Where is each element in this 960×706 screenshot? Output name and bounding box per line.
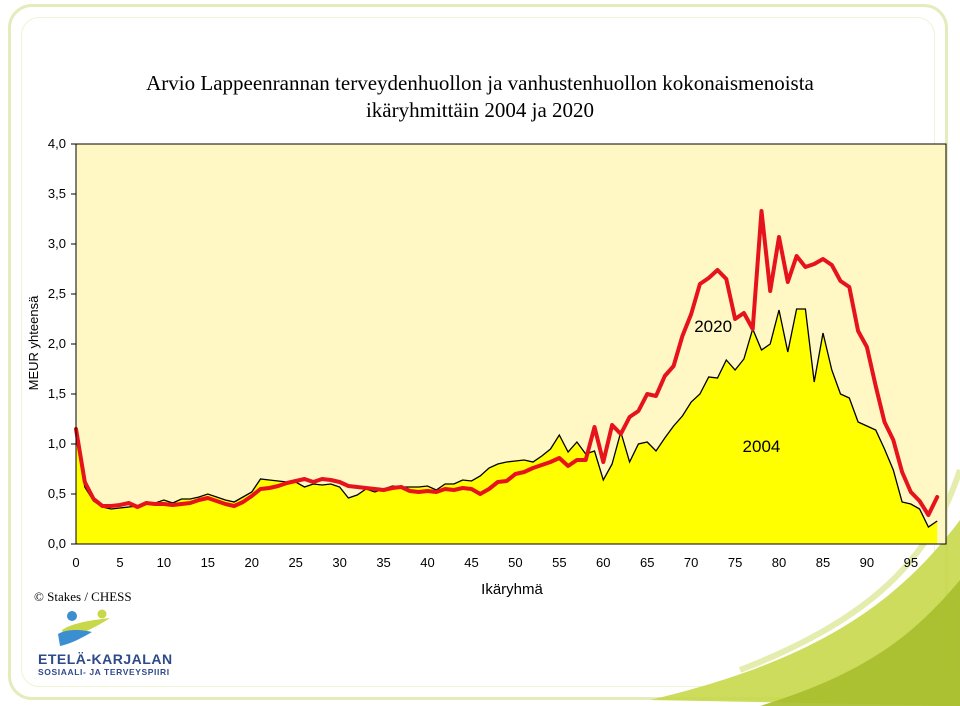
series-2004-line — [75, 308, 938, 528]
y-tick-label: 3,5 — [48, 186, 66, 201]
x-tick-label: 60 — [596, 555, 610, 570]
y-tick-label: 2,5 — [48, 286, 66, 301]
x-tick-label: 75 — [728, 555, 742, 570]
x-tick-label: 85 — [816, 555, 830, 570]
x-tick-label: 0 — [72, 555, 79, 570]
annotation-2020: 2020 — [694, 317, 732, 336]
x-tick-label: 10 — [157, 555, 171, 570]
x-tick-label: 70 — [684, 555, 698, 570]
chart-title-line2: ikäryhmittäin 2004 ja 2020 — [365, 98, 595, 122]
logo-subtitle: SOSIAALI- JA TERVEYSPIIRI — [38, 667, 170, 677]
series-area-layer — [76, 309, 938, 544]
y-tick-label: 2,0 — [48, 336, 66, 351]
x-tick-label: 65 — [640, 555, 654, 570]
logo-mark-icon — [58, 609, 110, 646]
logo-name: ETELÄ-KARJALAN — [38, 651, 173, 667]
x-tick-label: 40 — [420, 555, 434, 570]
x-tick-label: 50 — [508, 555, 522, 570]
annotation-layer: 2020 2004 — [694, 317, 780, 456]
y-axis-label: MEUR yhteensä — [26, 295, 41, 390]
x-tick-label: 15 — [201, 555, 215, 570]
x-tick-label: 30 — [332, 555, 346, 570]
chart-title-line1: Arvio Lappeenrannan terveydenhuollon ja … — [146, 71, 814, 95]
x-tick-label: 45 — [464, 555, 478, 570]
y-tick-label: 4,0 — [48, 136, 66, 151]
series-2004-area — [76, 309, 938, 544]
x-tick-label: 95 — [904, 555, 918, 570]
y-tick-label: 1,0 — [48, 436, 66, 451]
y-tick-label: 0,5 — [48, 486, 66, 501]
y-tick-label: 1,5 — [48, 386, 66, 401]
series-2020-line — [74, 209, 940, 517]
x-axis-label: Ikäryhmä — [481, 581, 543, 598]
organization-logo — [58, 609, 110, 646]
y-tick-label: 3,0 — [48, 236, 66, 251]
x-tick-label: 90 — [860, 555, 874, 570]
series-line-layer — [74, 209, 940, 528]
y-tick-label: 0,0 — [48, 536, 66, 551]
copyright-notice: © Stakes / CHESS — [34, 589, 132, 604]
x-tick-label: 25 — [288, 555, 302, 570]
x-tick-label: 80 — [772, 555, 786, 570]
x-tick-label: 55 — [552, 555, 566, 570]
x-tick-label: 35 — [376, 555, 390, 570]
annotation-2004: 2004 — [743, 437, 781, 456]
x-tick-label: 20 — [245, 555, 259, 570]
axes-layer: 0,0 0,5 1,0 1,5 2,0 2,5 3,0 3,5 4,0 0 5 10 15 20 25 30 3… — [26, 136, 946, 598]
x-tick-label: 5 — [116, 555, 123, 570]
decorative-swoosh — [650, 469, 960, 706]
chart-title: Arvio Lappeenrannan terveydenhuollon ja … — [0, 70, 960, 124]
